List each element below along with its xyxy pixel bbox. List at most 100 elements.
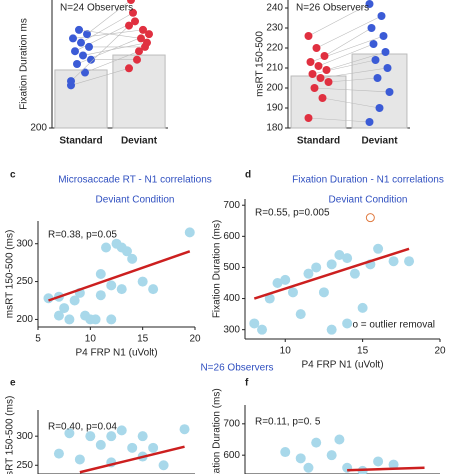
point — [116, 284, 127, 295]
x-tick-label: Standard — [59, 136, 102, 147]
y-tick-label: 700 — [223, 200, 240, 211]
point — [287, 287, 298, 298]
point — [179, 424, 190, 435]
point — [249, 318, 260, 329]
y-tick-label: 400 — [223, 293, 240, 304]
chart-title: Microsaccade RT - N1 correlations — [58, 175, 212, 186]
point — [310, 84, 319, 92]
point — [383, 64, 392, 72]
point — [334, 250, 345, 260]
point — [257, 324, 268, 335]
point — [264, 293, 275, 304]
point — [137, 431, 148, 442]
point — [385, 88, 394, 96]
point — [74, 454, 85, 465]
point — [106, 314, 117, 325]
point — [106, 280, 117, 291]
point — [69, 34, 77, 43]
point — [64, 428, 75, 439]
point — [377, 12, 386, 20]
point — [303, 462, 314, 473]
point — [320, 52, 329, 60]
bar — [54, 69, 108, 129]
point — [318, 94, 327, 102]
point — [137, 34, 145, 43]
point — [375, 104, 384, 112]
point — [121, 246, 132, 257]
point — [79, 51, 87, 60]
y-axis-label: msRT 150-500 — [255, 31, 266, 97]
x-axis-label: P4 FRP N1 (uVolt) — [301, 360, 383, 371]
y-tick-label: 300 — [16, 431, 33, 442]
point — [272, 278, 283, 288]
point — [303, 268, 314, 279]
y-tick-label: 200 — [16, 314, 33, 325]
chart-subtitle: Deviant Condition — [329, 195, 408, 206]
point — [83, 30, 91, 39]
point — [388, 459, 399, 470]
point — [295, 453, 306, 464]
pair-line — [78, 29, 142, 39]
x-tick-label: 15 — [137, 334, 149, 345]
panel-label: c — [10, 170, 16, 181]
point — [81, 68, 89, 77]
point — [59, 303, 70, 314]
point — [342, 318, 353, 329]
point — [304, 32, 313, 40]
point — [148, 284, 159, 295]
point — [131, 17, 139, 26]
point — [139, 25, 147, 34]
fit-line — [347, 466, 425, 472]
y-axis-label: msRT 150-500 (ms) — [5, 230, 16, 319]
pair-line — [74, 21, 136, 52]
fit-line — [48, 250, 191, 302]
pair-line — [84, 50, 140, 73]
point — [53, 448, 64, 459]
annotation: R=0.11, p=0. 5 — [255, 417, 321, 428]
point — [106, 431, 117, 442]
panel-label: f — [245, 378, 249, 389]
point — [295, 309, 306, 320]
point — [324, 78, 333, 86]
x-tick-label: 15 — [357, 346, 369, 357]
point — [73, 60, 81, 68]
x-tick-label: 5 — [35, 334, 41, 345]
x-tick-label: 20 — [189, 334, 201, 345]
pair-line — [70, 67, 130, 86]
y-tick-label: 180 — [266, 123, 283, 134]
bar — [290, 75, 347, 129]
point — [95, 439, 106, 450]
point — [381, 48, 390, 56]
outlier — [365, 213, 375, 223]
y-tick-label: 250 — [16, 276, 33, 287]
point — [95, 290, 106, 301]
point — [314, 62, 323, 70]
heading: N=26 Observers — [200, 363, 273, 374]
point — [125, 21, 133, 30]
y-tick-label: 600 — [223, 231, 240, 242]
point — [388, 256, 399, 267]
note: o = outlier removal — [352, 320, 435, 331]
annotation: R=0.40, p=0.04 — [48, 422, 117, 433]
point — [127, 253, 138, 264]
y-tick-label: 210 — [266, 63, 283, 74]
pair-line — [80, 12, 134, 43]
point — [373, 243, 384, 254]
x-axis-label: P4 FRP N1 (uVolt) — [75, 348, 157, 359]
bar — [351, 53, 408, 129]
y-axis-label: Fixation Duration (ms) — [212, 388, 223, 474]
point — [357, 302, 368, 313]
point — [404, 256, 415, 267]
y-tick-label: 200 — [266, 83, 283, 94]
pair-line — [314, 87, 390, 93]
pair-line — [308, 3, 370, 37]
point — [95, 269, 106, 279]
y-tick-label: 500 — [223, 262, 240, 273]
y-tick-label: 300 — [16, 238, 33, 249]
point — [369, 40, 378, 48]
point — [145, 30, 153, 39]
point — [365, 0, 374, 8]
point — [64, 314, 75, 325]
point — [371, 56, 380, 64]
bar — [112, 54, 166, 129]
